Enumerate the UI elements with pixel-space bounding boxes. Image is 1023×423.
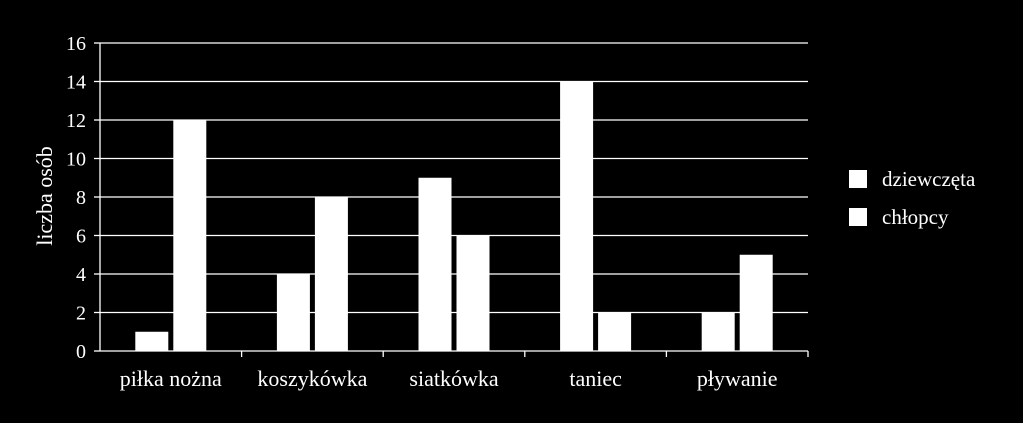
legend-swatch bbox=[849, 170, 867, 188]
bar-series-1 bbox=[560, 81, 594, 351]
bar-series-2 bbox=[598, 312, 632, 351]
y-tick-label: 12 bbox=[66, 110, 86, 132]
legend-label: chłopcy bbox=[882, 205, 949, 229]
bar-series-2 bbox=[456, 235, 490, 351]
bar-series-2 bbox=[739, 254, 773, 351]
bars bbox=[135, 81, 773, 351]
x-tick-label: siatkówka bbox=[409, 366, 498, 391]
bar-series-2 bbox=[173, 120, 207, 351]
gridlines bbox=[100, 42, 808, 314]
bar-series-1 bbox=[418, 177, 452, 351]
axes bbox=[94, 42, 809, 357]
x-tick-label: piłka nożna bbox=[120, 366, 222, 391]
x-tick-label: taniec bbox=[569, 366, 622, 391]
y-tick-label: 8 bbox=[76, 187, 86, 209]
y-tick-label: 6 bbox=[76, 226, 86, 248]
x-tick-label: pływanie bbox=[697, 366, 778, 391]
legend-swatch bbox=[849, 208, 867, 226]
bar-series-1 bbox=[135, 331, 169, 351]
bar-series-1 bbox=[701, 312, 735, 351]
tick-labels: 0 2 4 6 8 10 12 14 16 piłka nożna koszykówka siatkó… bbox=[66, 33, 778, 391]
y-tick-label: 4 bbox=[76, 264, 86, 286]
y-tick-label: 10 bbox=[66, 149, 86, 171]
legend: dziewczęta chłopcy bbox=[849, 167, 976, 229]
x-tick-label: koszykówka bbox=[257, 366, 367, 391]
y-tick-label: 2 bbox=[76, 303, 86, 325]
bar-series-2 bbox=[314, 197, 348, 351]
y-tick-label: 14 bbox=[66, 72, 86, 94]
y-tick-label: 16 bbox=[66, 33, 86, 55]
y-tick-label: 0 bbox=[76, 341, 86, 363]
y-axis-label: liczba osób bbox=[32, 146, 57, 246]
bar-series-1 bbox=[276, 274, 310, 351]
legend-label: dziewczęta bbox=[882, 167, 976, 191]
